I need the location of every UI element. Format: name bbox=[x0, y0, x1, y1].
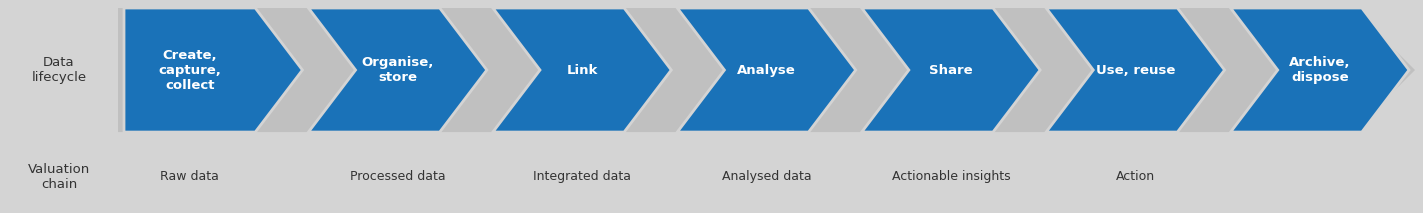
Text: Actionable insights: Actionable insights bbox=[892, 170, 1010, 183]
Text: Raw data: Raw data bbox=[161, 170, 219, 183]
Text: Create,
capture,
collect: Create, capture, collect bbox=[158, 49, 221, 92]
Polygon shape bbox=[1231, 8, 1409, 132]
Text: Archive,
dispose: Archive, dispose bbox=[1289, 56, 1350, 84]
Text: Valuation
chain: Valuation chain bbox=[28, 163, 90, 191]
Text: Processed data: Processed data bbox=[350, 170, 445, 183]
Text: Link: Link bbox=[566, 63, 598, 76]
Text: Data
lifecycle: Data lifecycle bbox=[31, 56, 87, 84]
Polygon shape bbox=[124, 8, 303, 132]
Text: Analyse: Analyse bbox=[737, 63, 795, 76]
Text: Organise,
store: Organise, store bbox=[361, 56, 434, 84]
Text: Integrated data: Integrated data bbox=[534, 170, 630, 183]
Polygon shape bbox=[492, 8, 672, 132]
Polygon shape bbox=[862, 8, 1040, 132]
Polygon shape bbox=[677, 8, 855, 132]
Polygon shape bbox=[118, 8, 1414, 132]
Text: Action: Action bbox=[1116, 170, 1155, 183]
Text: Share: Share bbox=[929, 63, 973, 76]
Polygon shape bbox=[309, 8, 487, 132]
Text: Use, reuse: Use, reuse bbox=[1096, 63, 1175, 76]
Polygon shape bbox=[1046, 8, 1225, 132]
Text: Analysed data: Analysed data bbox=[721, 170, 811, 183]
